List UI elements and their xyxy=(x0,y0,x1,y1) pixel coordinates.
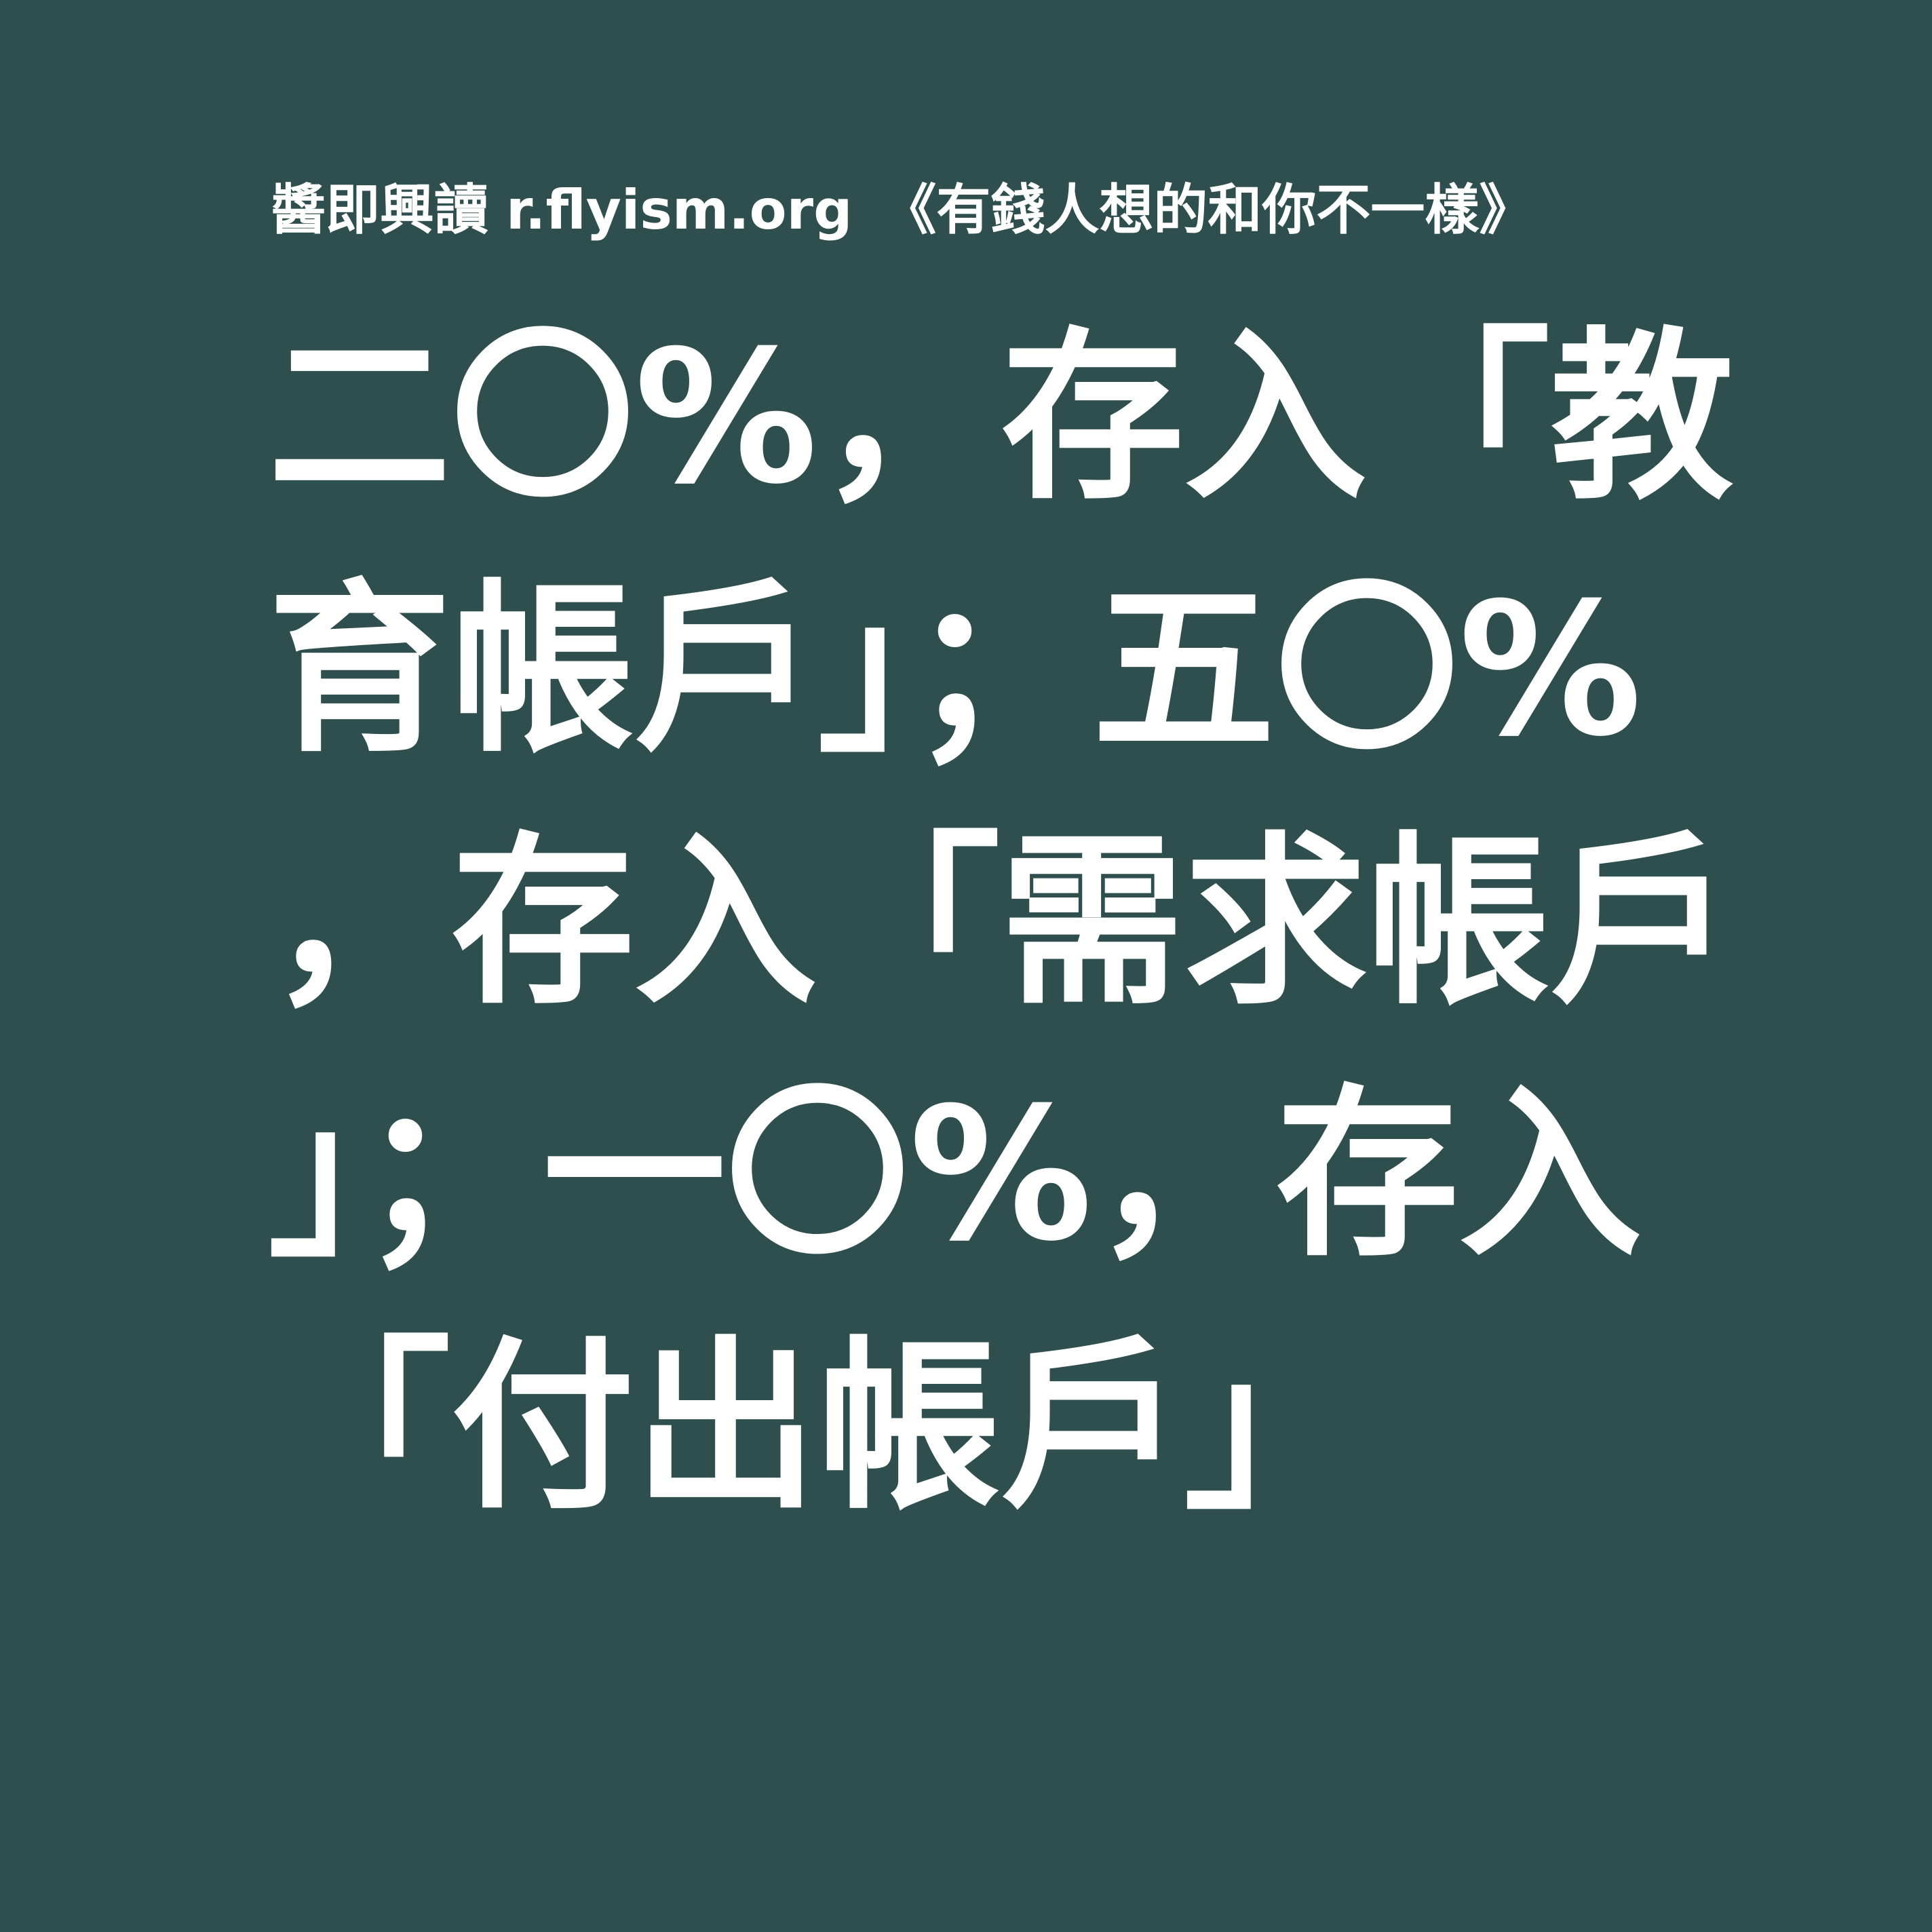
book-title: 《有錢人想的和你不一樣》 xyxy=(882,178,1534,242)
quote-line-5: 「付出帳戶」 xyxy=(268,1320,1367,1534)
quote-line-2: 育帳戶」；五〇% xyxy=(268,563,1642,777)
quote-line-1: 二〇%，存入「教 xyxy=(268,311,1734,524)
brand-name: 醬即興讀 xyxy=(271,178,488,242)
quote-line-3: ，存入「需求帳戶 xyxy=(268,815,1733,1029)
site-url: r.flyism.org xyxy=(506,178,853,242)
source-line: 醬即興讀 r.flyism.org 《有錢人想的和你不一樣》 xyxy=(271,173,1669,248)
quote-line-4: 」；一〇%，存入 xyxy=(268,1068,1642,1281)
quote-text: 二〇%，存入「教 育帳戶」；五〇% ，存入「需求帳戶 」；一〇%，存入 「付出帳… xyxy=(268,292,1734,1553)
